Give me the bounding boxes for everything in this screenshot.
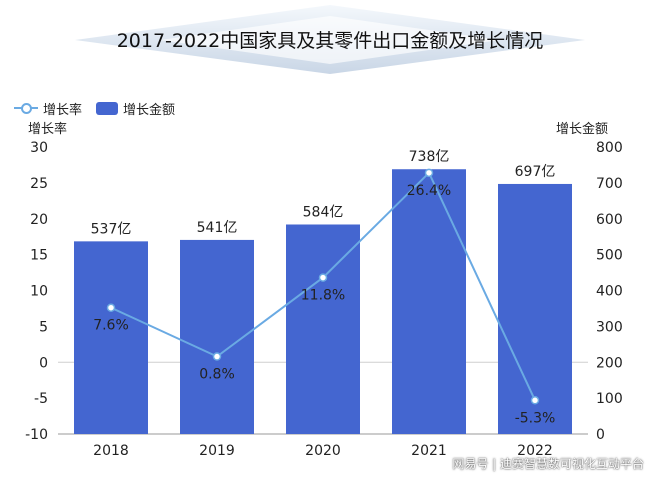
x-tick-label: 2019 bbox=[199, 443, 235, 459]
bar bbox=[392, 169, 466, 434]
y-left-tick-label: 30 bbox=[30, 140, 48, 156]
y-left-tick-label: 25 bbox=[30, 176, 48, 192]
rate-point bbox=[530, 396, 540, 405]
bar-value-label: 738亿 bbox=[409, 149, 450, 165]
legend-item-rate[interactable]: 增长率 bbox=[14, 99, 82, 118]
y-right-tick-label: 200 bbox=[596, 355, 623, 371]
bar-value-label: 697亿 bbox=[515, 164, 556, 180]
rate-value-label: -5.3% bbox=[515, 410, 556, 426]
y-right-axis-title: 增长金额 bbox=[556, 122, 609, 137]
chart-title: 2017-2022中国家具及其零件出口金额及增长情况 bbox=[116, 30, 544, 52]
y-right-tick-label: 400 bbox=[596, 284, 623, 300]
bar-value-label: 541亿 bbox=[197, 220, 238, 236]
rate-point bbox=[106, 303, 116, 312]
y-right-tick-label: 300 bbox=[596, 319, 623, 335]
legend-item-amount[interactable]: 增长金额 bbox=[96, 99, 175, 118]
watermark: 网易号 | 迪赛智慧数可视化互动平台 bbox=[452, 457, 644, 471]
bar-value-label: 584亿 bbox=[303, 204, 344, 220]
y-right-tick-label: 800 bbox=[596, 140, 623, 156]
line-swatch-icon bbox=[14, 102, 38, 114]
rate-value-label: 0.8% bbox=[199, 367, 235, 383]
rate-point bbox=[212, 352, 222, 361]
rate-value-label: 7.6% bbox=[93, 318, 129, 334]
y-right-tick-label: 500 bbox=[596, 248, 623, 264]
title-banner bbox=[75, 5, 585, 74]
bar-value-label: 537亿 bbox=[91, 221, 132, 237]
rate-value-label: 11.8% bbox=[301, 288, 345, 304]
y-right-tick-label: 600 bbox=[596, 212, 623, 228]
bar bbox=[74, 241, 148, 434]
y-right-tick-label: 100 bbox=[596, 391, 623, 407]
y-left-tick-label: 10 bbox=[30, 284, 48, 300]
y-right-tick-label: 0 bbox=[596, 427, 605, 443]
legend-label-rate: 增长率 bbox=[43, 102, 83, 118]
bar bbox=[286, 224, 360, 434]
x-tick-label: 2021 bbox=[411, 443, 447, 459]
x-tick-label: 2020 bbox=[305, 443, 341, 459]
y-left-tick-label: -5 bbox=[34, 391, 48, 407]
rate-point bbox=[318, 273, 328, 282]
y-left-tick-label: 20 bbox=[30, 212, 48, 228]
y-left-axis-title: 增长率 bbox=[28, 122, 68, 137]
legend-label-amount: 增长金额 bbox=[123, 102, 176, 118]
x-tick-label: 2018 bbox=[93, 443, 129, 459]
rate-value-label: 26.4% bbox=[407, 183, 451, 199]
y-left-tick-label: 15 bbox=[30, 248, 48, 264]
x-tick-label: 2022 bbox=[517, 443, 553, 459]
y-left-tick-label: 5 bbox=[39, 319, 48, 335]
bar-swatch-icon bbox=[96, 101, 119, 115]
y-right-tick-label: 700 bbox=[596, 176, 623, 192]
legend: 增长率 增长金额 bbox=[14, 98, 189, 118]
bar bbox=[498, 183, 572, 434]
rate-point bbox=[424, 168, 434, 178]
y-left-tick-label: -10 bbox=[25, 427, 48, 443]
y-left-tick-label: 0 bbox=[39, 355, 48, 371]
